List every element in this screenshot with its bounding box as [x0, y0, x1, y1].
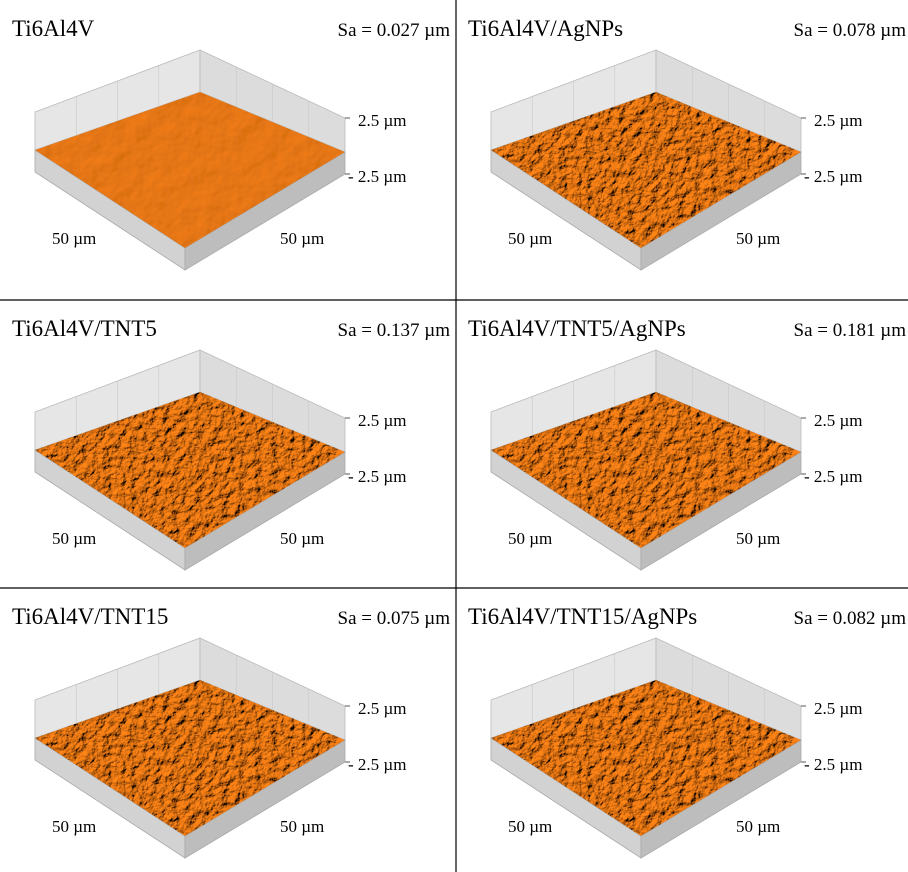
- z-max-label: 2.5 µm: [358, 111, 407, 130]
- sa-value: Sa = 0.137 µm: [338, 320, 451, 341]
- panel-title: Ti6Al4V/TNT5/AgNPs: [468, 316, 686, 341]
- surface: [35, 392, 345, 548]
- y-axis-label: 50 µm: [280, 229, 324, 248]
- surface: [491, 392, 801, 548]
- panel-title: Ti6Al4V: [12, 16, 95, 41]
- panel-title: Ti6Al4V/TNT15: [12, 604, 168, 629]
- panel-title: Ti6Al4V/AgNPs: [468, 16, 623, 41]
- panel: Ti6Al4V/AgNPs Sa = 0.078 µm 2.5 µm - 2.5 µm…: [468, 16, 907, 271]
- z-max-label: 2.5 µm: [814, 411, 863, 430]
- sa-value: Sa = 0.027 µm: [338, 20, 451, 41]
- panel-title: Ti6Al4V/TNT5: [12, 316, 157, 341]
- panel: Ti6Al4V Sa = 0.027 µm 2.5 µm - 2.5 µm 50 µm 5…: [12, 16, 451, 271]
- surface: [491, 680, 801, 836]
- z-min-label: - 2.5 µm: [348, 167, 406, 186]
- panel: Ti6Al4V/TNT5/AgNPs Sa = 0.181 µm 2.5 µm - 2…: [468, 316, 907, 571]
- x-axis-label: 50 µm: [52, 229, 96, 248]
- surface: [35, 92, 345, 248]
- x-axis-label: 50 µm: [508, 817, 552, 836]
- y-axis-label: 50 µm: [280, 817, 324, 836]
- z-min-label: - 2.5 µm: [804, 167, 862, 186]
- y-axis-label: 50 µm: [736, 529, 780, 548]
- x-axis-label: 50 µm: [52, 529, 96, 548]
- sa-value: Sa = 0.075 µm: [338, 608, 451, 629]
- panel-title: Ti6Al4V/TNT15/AgNPs: [468, 604, 697, 629]
- y-axis-label: 50 µm: [736, 817, 780, 836]
- z-max-label: 2.5 µm: [358, 699, 407, 718]
- z-min-label: - 2.5 µm: [804, 755, 862, 774]
- z-max-label: 2.5 µm: [358, 411, 407, 430]
- z-min-label: - 2.5 µm: [348, 755, 406, 774]
- sa-value: Sa = 0.078 µm: [794, 20, 907, 41]
- y-axis-label: 50 µm: [736, 229, 780, 248]
- sa-value: Sa = 0.082 µm: [794, 608, 907, 629]
- y-axis-label: 50 µm: [280, 529, 324, 548]
- panel: Ti6Al4V/TNT15/AgNPs Sa = 0.082 µm 2.5 µm - …: [468, 604, 907, 859]
- x-axis-label: 50 µm: [508, 229, 552, 248]
- z-max-label: 2.5 µm: [814, 699, 863, 718]
- z-max-label: 2.5 µm: [814, 111, 863, 130]
- x-axis-label: 50 µm: [52, 817, 96, 836]
- surface: [491, 92, 801, 248]
- panel: Ti6Al4V/TNT5 Sa = 0.137 µm 2.5 µm - 2.5 µm 5…: [12, 316, 451, 571]
- panel: Ti6Al4V/TNT15 Sa = 0.075 µm 2.5 µm - 2.5 µm…: [12, 604, 451, 859]
- sa-value: Sa = 0.181 µm: [794, 320, 907, 341]
- z-min-label: - 2.5 µm: [348, 467, 406, 486]
- z-min-label: - 2.5 µm: [804, 467, 862, 486]
- x-axis-label: 50 µm: [508, 529, 552, 548]
- surface: [35, 680, 345, 836]
